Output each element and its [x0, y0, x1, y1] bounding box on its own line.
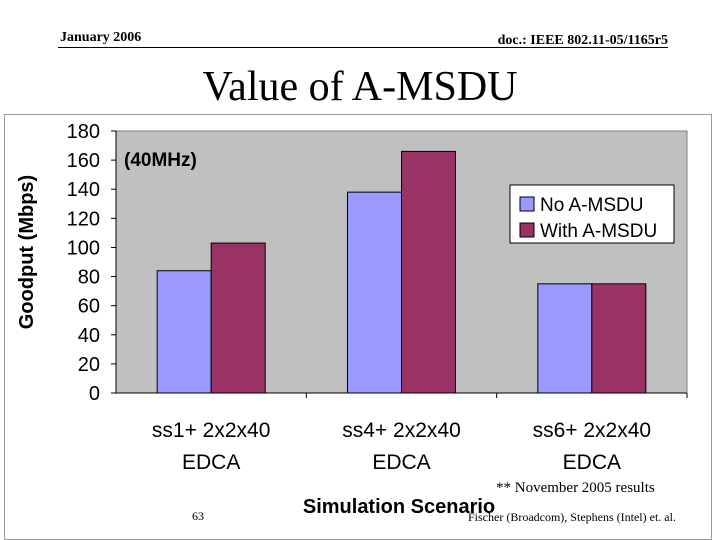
legend-swatch — [519, 222, 535, 238]
goodput-bar-chart: 0 20 40 60 80 100 120 140 160 180 ss1+ 2x2x40 EDCA… — [16, 121, 688, 518]
header-doc-id: doc.: IEEE 802.11-05/1165r5 — [497, 33, 668, 48]
slide-title: Value of A-MSDU — [202, 64, 518, 110]
category-label: ss6+ 2x2x40 — [533, 419, 652, 442]
category-label: EDCA — [563, 451, 621, 474]
x-axis-title: Simulation Scenario — [303, 496, 495, 518]
legend-label: With A-MSDU — [540, 221, 657, 242]
y-tick-label: 160 — [67, 150, 100, 172]
y-tick-label: 20 — [78, 354, 100, 376]
y-tick-label: 0 — [89, 383, 100, 405]
bar-no-amsdu-1 — [156, 270, 212, 394]
category-label: EDCA — [182, 451, 240, 474]
y-tick-label: 80 — [78, 267, 100, 289]
y-axis-title: Goodput (Mbps) — [16, 175, 38, 329]
legend-swatch — [519, 196, 535, 212]
category-label: ss4+ 2x2x40 — [342, 419, 461, 442]
y-tick-label: 40 — [78, 325, 100, 347]
y-tick-label: 60 — [78, 296, 100, 318]
y-tick-label: 100 — [67, 237, 100, 259]
results-note: ** November 2005 results — [496, 480, 655, 496]
legend-label: No A-MSDU — [540, 195, 643, 216]
chart-legend: No A-MSDU With A-MSDU — [509, 184, 675, 244]
y-tick-label: 180 — [67, 121, 100, 143]
y-tick-label: 120 — [67, 208, 100, 230]
chart-frame: 0 20 40 60 80 100 120 140 160 180 ss1+ 2x2x40 EDCA… — [4, 114, 712, 540]
bar-with-amsdu-2 — [401, 150, 456, 394]
header-date: January 2006 — [60, 30, 142, 45]
category-label: ss1+ 2x2x40 — [152, 419, 271, 442]
header-divider — [58, 47, 668, 48]
bar-with-amsdu-1 — [210, 242, 266, 394]
bar-no-amsdu-3 — [537, 283, 593, 394]
legend-box — [509, 184, 675, 244]
bar-with-amsdu-3 — [591, 283, 647, 394]
category-label: EDCA — [372, 451, 430, 474]
bar-no-amsdu-2 — [347, 191, 402, 394]
footer-authors: Fischer (Broadcom), Stephens (Intel) et.… — [468, 510, 676, 524]
y-tick-label: 140 — [67, 179, 100, 201]
page-number: 63 — [192, 509, 204, 523]
chart-subtitle: (40MHz) — [124, 150, 197, 171]
